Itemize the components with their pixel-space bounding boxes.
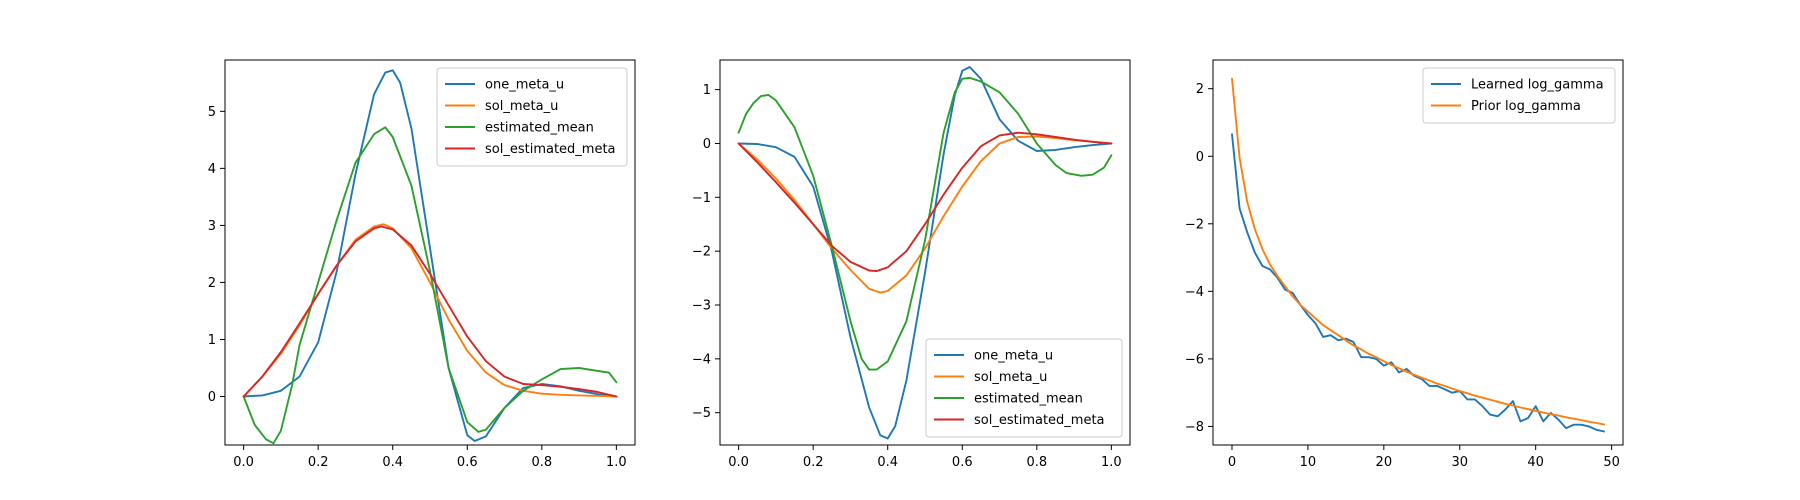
y-tick-label: 2 [208, 276, 216, 291]
axes-frame [224, 59, 636, 446]
y-tick-label: 1 [208, 333, 216, 348]
legend-label: sol_estimated_meta [974, 413, 1105, 428]
legend: Learned log_gamma Prior log_gamma [1422, 67, 1616, 124]
series-line-sol-estimated-meta [737, 131, 1113, 273]
x-tick-label: 1.0 [1101, 455, 1122, 470]
legend-label: one_meta_u [485, 78, 564, 93]
x-tick-label: 0.4 [382, 455, 403, 470]
series-line-sol-estimated-meta [242, 225, 618, 398]
y-tick-label: 5 [208, 105, 216, 120]
legend: one_meta_u sol_meta_u estimated_mean sol_es… [925, 338, 1123, 438]
legend-label: sol_meta_u [974, 370, 1047, 385]
series-line-estimated-mean [242, 126, 618, 445]
y-tick-label: −5 [692, 406, 711, 421]
chart-panel-2: 0.0 0.2 0.4 0.6 0.8 1.0 −5 −4 −3 −2 −1 0 1 one_meta_u… [692, 59, 1131, 470]
x-tick-label: 30 [1451, 455, 1468, 470]
y-tick-label: 1 [703, 83, 711, 98]
x-tick-label: 0.2 [803, 455, 824, 470]
legend-box [925, 338, 1123, 438]
x-tick-label: 0 [1228, 455, 1236, 470]
legend-label: one_meta_u [974, 349, 1053, 364]
x-tick-label: 0.6 [457, 455, 478, 470]
y-tick-label: 4 [208, 162, 216, 177]
chart-panel-1: 0.0 0.2 0.4 0.6 0.8 1.0 0 1 2 3 4 5 one_meta_u sol_me… [208, 59, 636, 470]
x-tick-label: 0.8 [1026, 455, 1047, 470]
y-tick-label: −2 [1185, 217, 1204, 232]
legend-label: sol_meta_u [485, 99, 558, 114]
legend-label: estimated_mean [485, 121, 594, 136]
y-tick-label: −4 [692, 352, 711, 367]
series-line-learned-log-gamma [1231, 133, 1605, 433]
axes-frame [719, 59, 1131, 446]
legend-label: sol_estimated_meta [485, 142, 616, 157]
x-tick-label: 0.4 [877, 455, 898, 470]
x-tick-label: 50 [1603, 455, 1620, 470]
y-tick-label: 0 [208, 390, 216, 405]
y-tick-label: −6 [1185, 352, 1204, 367]
legend-label: estimated_mean [974, 392, 1083, 407]
y-tick-label: 3 [208, 219, 216, 234]
x-tick-label: 0.6 [952, 455, 973, 470]
series-line-one-meta-u [242, 69, 618, 442]
x-tick-label: 0.0 [233, 455, 254, 470]
legend-label: Prior log_gamma [1471, 99, 1581, 114]
y-tick-label: 0 [703, 137, 711, 152]
y-tick-label: 2 [1196, 82, 1204, 97]
x-tick-label: 0.0 [728, 455, 749, 470]
legend: one_meta_u sol_meta_u estimated_mean sol_es… [436, 67, 628, 167]
x-tick-label: 0.2 [308, 455, 329, 470]
series-line-prior-log-gamma [1231, 77, 1605, 426]
y-tick-label: −3 [692, 299, 711, 314]
x-tick-label: 20 [1376, 455, 1393, 470]
y-tick-label: −4 [1185, 285, 1204, 300]
chart-panel-3: 0 10 20 30 40 50 −8 −6 −4 −2 0 2 Learned log_gamma Pr… [1185, 59, 1624, 470]
y-tick-label: −8 [1185, 420, 1204, 435]
legend-label: Learned log_gamma [1471, 78, 1604, 93]
x-tick-label: 10 [1300, 455, 1317, 470]
series-line-one-meta-u [737, 66, 1113, 440]
x-tick-label: 0.8 [531, 455, 552, 470]
legend-box [1422, 67, 1616, 124]
series-line-estimated-mean [737, 76, 1113, 371]
y-tick-label: −1 [692, 191, 711, 206]
x-tick-label: 40 [1527, 455, 1544, 470]
y-tick-label: −2 [692, 245, 711, 260]
x-tick-label: 1.0 [606, 455, 627, 470]
legend-box [436, 67, 628, 167]
y-tick-label: 0 [1196, 150, 1204, 165]
axes-frame [1212, 59, 1624, 446]
